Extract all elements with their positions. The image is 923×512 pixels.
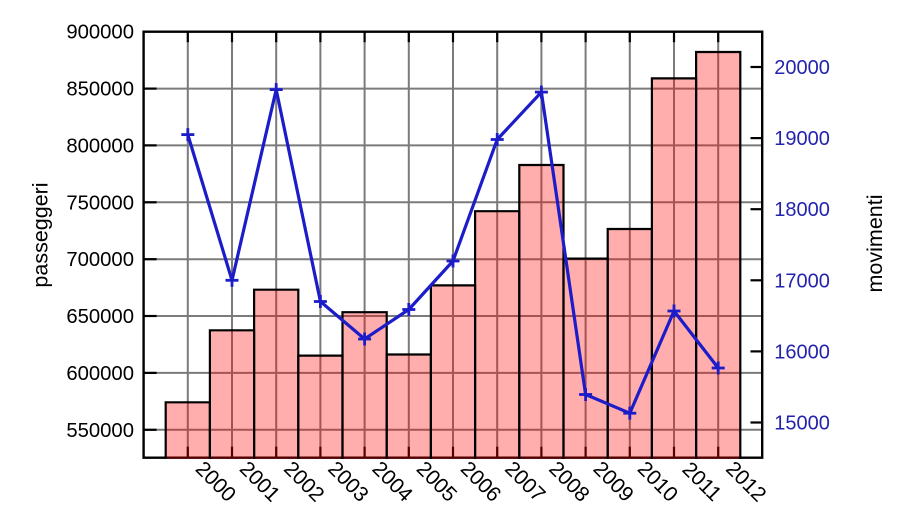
svg-text:17000: 17000	[774, 270, 830, 292]
svg-text:19000: 19000	[774, 128, 830, 150]
svg-text:650000: 650000	[66, 306, 134, 328]
svg-text:550000: 550000	[66, 420, 134, 442]
svg-text:18000: 18000	[774, 199, 830, 221]
svg-text:700000: 700000	[66, 249, 134, 271]
svg-text:900000: 900000	[66, 22, 134, 44]
svg-text:750000: 750000	[66, 192, 134, 214]
svg-text:20000: 20000	[774, 57, 830, 79]
svg-text:850000: 850000	[66, 79, 134, 101]
svg-text:movimenti: movimenti	[863, 195, 887, 293]
svg-text:15000: 15000	[774, 413, 830, 435]
svg-text:600000: 600000	[66, 363, 134, 385]
svg-text:passeggeri: passeggeri	[29, 182, 53, 287]
svg-text:800000: 800000	[66, 135, 134, 157]
svg-text:16000: 16000	[774, 341, 830, 363]
